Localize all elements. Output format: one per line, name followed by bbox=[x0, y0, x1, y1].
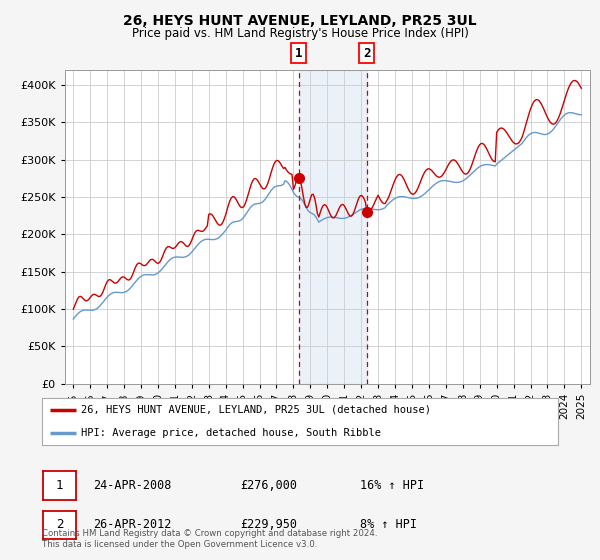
Text: 1: 1 bbox=[295, 46, 302, 60]
Text: 26-APR-2012: 26-APR-2012 bbox=[93, 519, 172, 531]
Text: 8% ↑ HPI: 8% ↑ HPI bbox=[360, 519, 417, 531]
Bar bbox=[299, 70, 367, 384]
Text: Price paid vs. HM Land Registry's House Price Index (HPI): Price paid vs. HM Land Registry's House … bbox=[131, 27, 469, 40]
Text: 16% ↑ HPI: 16% ↑ HPI bbox=[360, 479, 424, 492]
Text: 2: 2 bbox=[363, 46, 370, 60]
Text: 24-APR-2008: 24-APR-2008 bbox=[93, 479, 172, 492]
Text: 26, HEYS HUNT AVENUE, LEYLAND, PR25 3UL: 26, HEYS HUNT AVENUE, LEYLAND, PR25 3UL bbox=[123, 14, 477, 28]
Text: £229,950: £229,950 bbox=[240, 519, 297, 531]
Text: 2: 2 bbox=[56, 519, 64, 531]
Text: 1: 1 bbox=[56, 479, 64, 492]
Text: £276,000: £276,000 bbox=[240, 479, 297, 492]
Text: HPI: Average price, detached house, South Ribble: HPI: Average price, detached house, Sout… bbox=[81, 428, 381, 438]
Text: 26, HEYS HUNT AVENUE, LEYLAND, PR25 3UL (detached house): 26, HEYS HUNT AVENUE, LEYLAND, PR25 3UL … bbox=[81, 404, 431, 414]
Text: Contains HM Land Registry data © Crown copyright and database right 2024.
This d: Contains HM Land Registry data © Crown c… bbox=[42, 529, 377, 549]
